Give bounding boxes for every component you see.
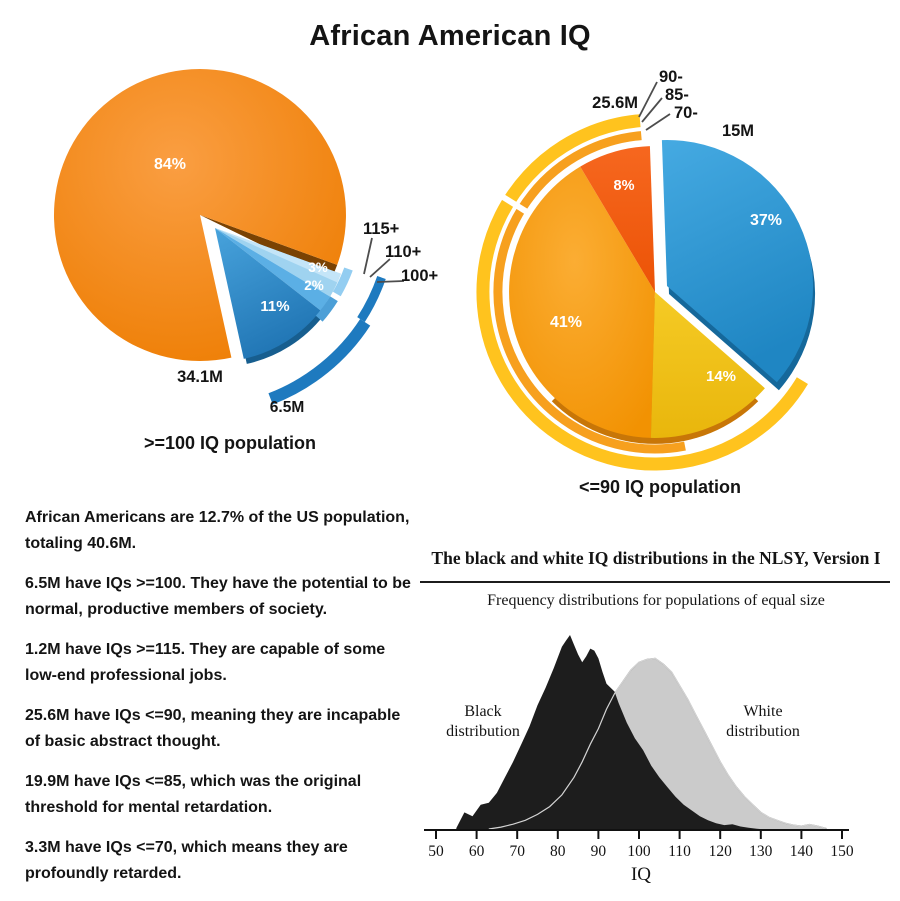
pie-slice-14 bbox=[650, 292, 765, 438]
narrative-paragraph: 1.2M have IQs >=115. They are capable of… bbox=[25, 641, 386, 684]
bracket-arc-115plus bbox=[332, 267, 353, 297]
callout-leader-line bbox=[638, 81, 658, 118]
pie-slice-37 bbox=[661, 140, 814, 383]
bracket-arc-inner-85 bbox=[493, 131, 686, 454]
series-label: White bbox=[743, 703, 782, 720]
narrative-text-block: African Americans are 12.7% of the US po… bbox=[25, 505, 415, 901]
title-underline-rule bbox=[420, 581, 890, 583]
bracket-arc-110plus bbox=[315, 296, 338, 322]
callout-70minus: 70- bbox=[674, 104, 698, 122]
x-axis-title: IQ bbox=[631, 864, 651, 885]
total-25-6m: 25.6M bbox=[592, 94, 638, 112]
x-tick-label: 60 bbox=[469, 843, 485, 860]
total-6-5m: 6.5M bbox=[270, 399, 304, 416]
callout-leader-line bbox=[369, 258, 391, 278]
iq-distribution-plot: 50 60 70 80 90 100 110 120 130 140 150 IQ Black distr… bbox=[424, 635, 854, 885]
series-label: Black bbox=[464, 703, 501, 720]
x-tick-label: 120 bbox=[709, 843, 733, 860]
white-distribution-outline bbox=[488, 657, 826, 830]
slice-label-3: 3% bbox=[308, 260, 328, 275]
le90-pie-caption: <=90 IQ population bbox=[578, 477, 742, 497]
slice-label-11: 11% bbox=[260, 298, 289, 315]
pie-slice-3 bbox=[215, 228, 341, 297]
x-tick-label: 90 bbox=[591, 843, 607, 860]
x-tick-label: 100 bbox=[627, 843, 651, 860]
page-title: African American IQ bbox=[309, 20, 591, 52]
nlsy-distribution-figure: The black and white IQ distributions in … bbox=[418, 548, 894, 893]
callout-115plus: 115+ bbox=[363, 220, 399, 238]
bracket-arc-outer-90 bbox=[476, 114, 808, 471]
x-tick-label: 140 bbox=[790, 843, 814, 860]
bracket-arc-100plus-b bbox=[268, 318, 371, 405]
x-tick-label: 110 bbox=[668, 843, 691, 860]
callout-90minus: 90- bbox=[659, 68, 683, 86]
callout-100plus: 100+ bbox=[401, 267, 438, 285]
distribution-figure-subtitle: Frequency distributions for populations … bbox=[487, 592, 825, 609]
pie-slice-highlight bbox=[215, 228, 341, 283]
callout-85minus: 85- bbox=[665, 86, 689, 104]
series-label: distribution bbox=[726, 723, 800, 740]
pie-slice-84 bbox=[53, 69, 346, 362]
callout-leader-line bbox=[376, 280, 405, 283]
pie-slice-8 bbox=[580, 146, 655, 292]
slice-label-2: 2% bbox=[304, 278, 324, 293]
pie-slice-41 bbox=[509, 166, 655, 438]
slice-label-14: 14% bbox=[706, 368, 736, 385]
narrative-paragraph: 25.6M have IQs <=90, meaning they are in… bbox=[25, 707, 401, 750]
slice-label-41: 41% bbox=[550, 314, 582, 331]
slice-label-8: 8% bbox=[614, 178, 635, 194]
total-15m: 15M bbox=[722, 122, 754, 140]
x-tick-label: 50 bbox=[428, 843, 444, 860]
x-tick-label: 80 bbox=[550, 843, 566, 860]
pie-chart-ge100-iq: 115+ 110+ 100+ 84% 3% 2% 11% 34.1M 6.5M bbox=[53, 69, 438, 416]
narrative-paragraph: 6.5M have IQs >=100. They have the poten… bbox=[25, 575, 411, 618]
callout-leader-line bbox=[645, 113, 671, 131]
pie-slice-2 bbox=[215, 228, 331, 311]
pie-chart-le90-iq: 90-85-70- 25.6M 15M 8% 37% 41% 14% bbox=[476, 68, 816, 471]
x-tick-label: 150 bbox=[830, 843, 854, 860]
distribution-figure-title: The black and white IQ distributions in … bbox=[431, 548, 881, 568]
total-34-1m: 34.1M bbox=[177, 368, 223, 386]
narrative-paragraph: 19.9M have IQs <=85, which was the origi… bbox=[25, 773, 362, 816]
narrative-paragraph: African Americans are 12.7% of the US po… bbox=[25, 509, 410, 552]
narrative-paragraph: 3.3M have IQs <=70, which means they are… bbox=[25, 839, 348, 882]
black-distribution-area bbox=[456, 635, 765, 830]
callout-leader-line bbox=[641, 97, 663, 123]
bracket-arc-100plus-a bbox=[357, 275, 386, 323]
slice-label-37: 37% bbox=[750, 212, 782, 229]
x-tick-label: 130 bbox=[749, 843, 773, 860]
callout-leader-line bbox=[363, 237, 373, 275]
pie-slice-11 bbox=[215, 228, 321, 359]
callout-110plus: 110+ bbox=[385, 243, 421, 261]
arc-gap-notch bbox=[497, 191, 532, 217]
series-label: distribution bbox=[446, 723, 520, 740]
slice-label-84: 84% bbox=[154, 156, 186, 173]
ge100-pie-caption: >=100 IQ population bbox=[143, 433, 317, 453]
x-tick-label: 70 bbox=[509, 843, 525, 860]
